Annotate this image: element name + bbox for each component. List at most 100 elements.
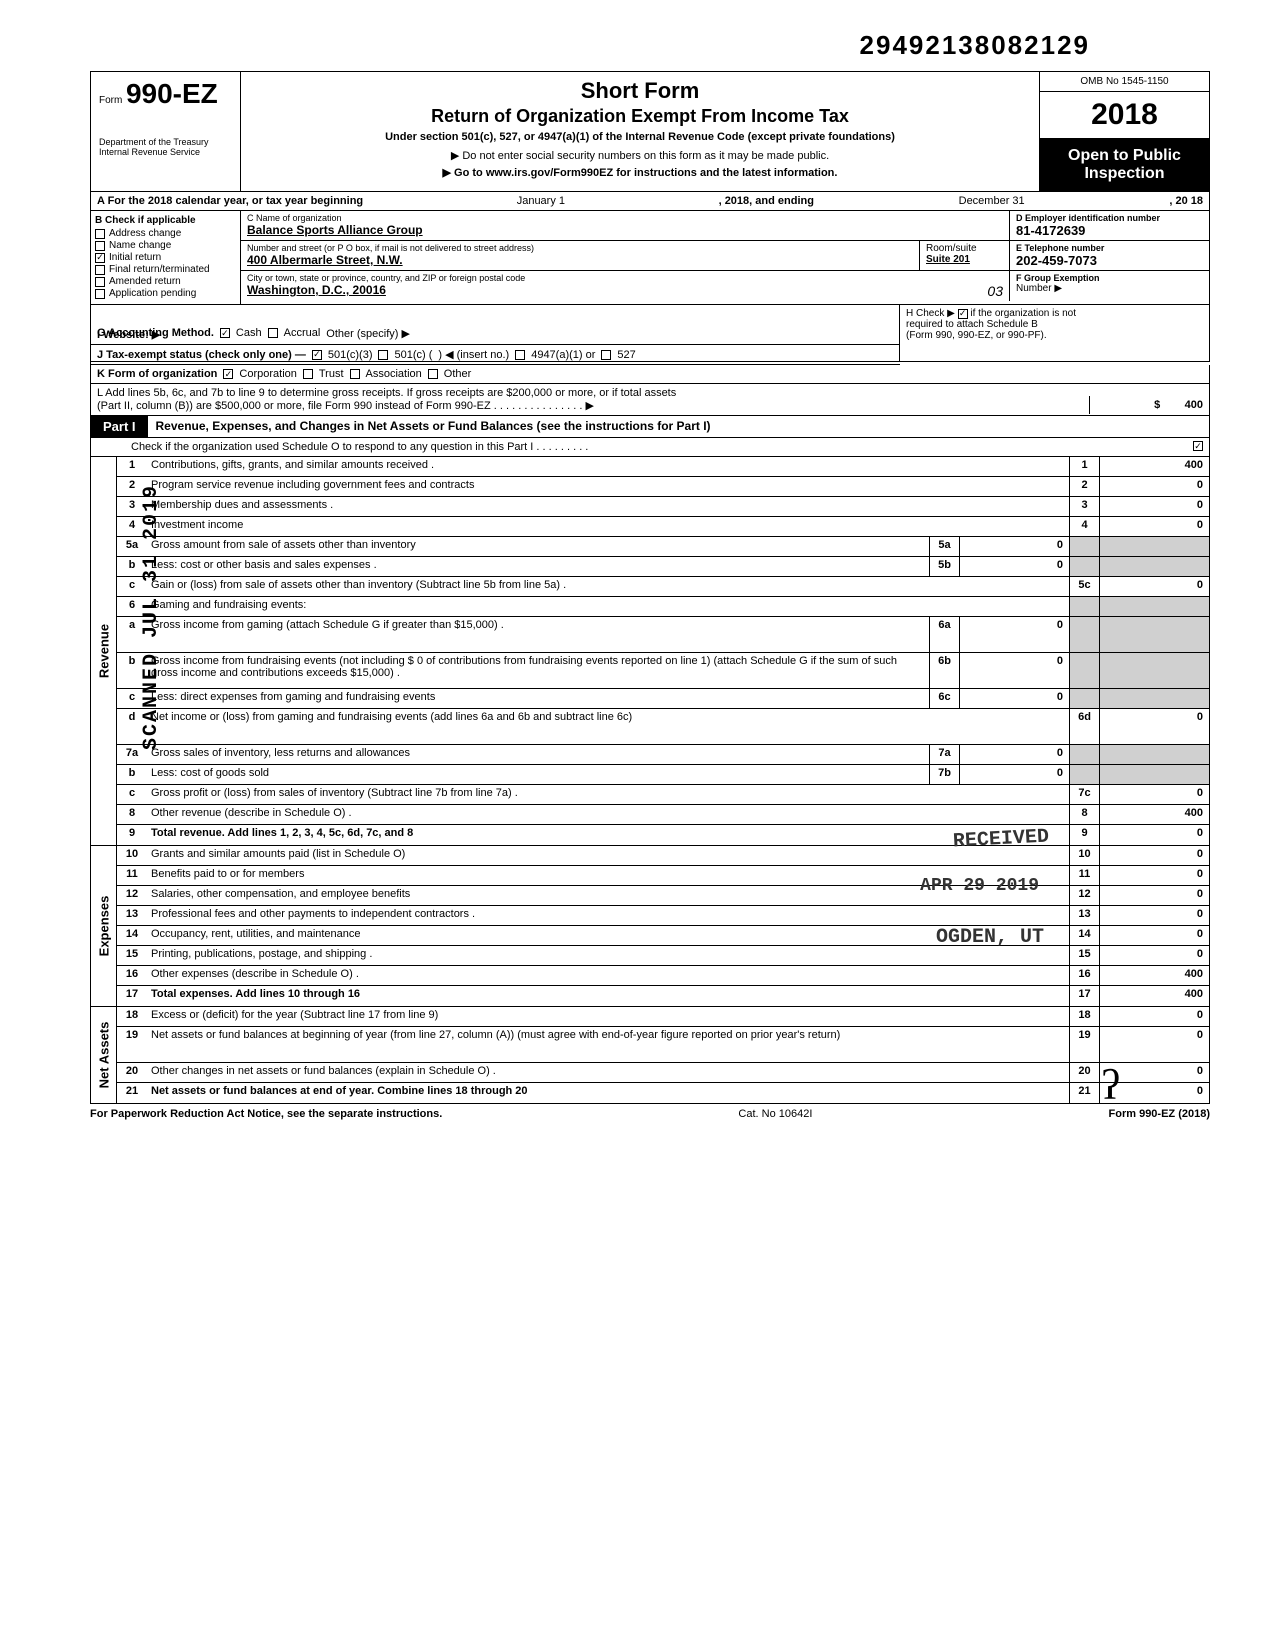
line-description: Occupancy, rent, utilities, and maintena… <box>147 926 1069 945</box>
line-mid-val: 0 <box>959 557 1069 576</box>
line-right-num <box>1069 537 1099 556</box>
row-j-tax-status: J Tax-exempt status (check only one) — ✓… <box>90 345 900 365</box>
col-b-checkbox[interactable]: ✓ <box>95 253 105 263</box>
footer-left: For Paperwork Reduction Act Notice, see … <box>90 1108 442 1120</box>
c-addr-value: 400 Albermarle Street, N.W. <box>247 253 913 267</box>
line-description: Gross income from gaming (attach Schedul… <box>147 617 929 652</box>
dept-treasury: Department of the Treasury Internal Reve… <box>99 138 232 158</box>
line-description: Excess or (deficit) for the year (Subtra… <box>147 1007 1069 1026</box>
k-corp-label: Corporation <box>239 368 296 380</box>
d-ein-label: D Employer identification number <box>1016 213 1203 223</box>
part-i-header: Part I Revenue, Expenses, and Changes in… <box>90 416 1210 438</box>
k-trust-checkbox[interactable] <box>303 369 313 379</box>
k-assoc-checkbox[interactable] <box>350 369 360 379</box>
form-line: 17Total expenses. Add lines 10 through 1… <box>117 986 1209 1006</box>
col-b-checkbox[interactable] <box>95 265 105 275</box>
row-a-prefix: A For the 2018 calendar year, or tax yea… <box>97 195 363 207</box>
line-mid-num: 5a <box>929 537 959 556</box>
line-right-num: 9 <box>1069 825 1099 845</box>
g-cash-label: Cash <box>236 327 262 339</box>
line-number: c <box>117 785 147 804</box>
line-number: 14 <box>117 926 147 945</box>
g-accrual-checkbox[interactable] <box>268 328 278 338</box>
header-sub1: Under section 501(c), 527, or 4947(a)(1)… <box>249 131 1031 143</box>
l-line1: L Add lines 5b, 6c, and 7b to line 9 to … <box>97 387 1203 399</box>
form-line: 2Program service revenue including gover… <box>117 477 1209 497</box>
part-i-schedule-o-checkbox[interactable]: ✓ <box>1193 441 1203 451</box>
header-sub2: ▶ Do not enter social security numbers o… <box>249 149 1031 162</box>
part-i-sub-text: Check if the organization used Schedule … <box>131 441 588 453</box>
g-accrual-label: Accrual <box>284 327 321 339</box>
line-right-num <box>1069 689 1099 708</box>
line-right-num: 14 <box>1069 926 1099 945</box>
j-501c-checkbox[interactable] <box>378 350 388 360</box>
handwritten-signature: ʔ <box>1101 1062 1120 1110</box>
dept-line2: Internal Revenue Service <box>99 148 232 158</box>
line-right-num <box>1069 597 1099 616</box>
line-right-num: 12 <box>1069 886 1099 905</box>
line-right-val: 0 <box>1099 709 1209 744</box>
line-number: 1 <box>117 457 147 476</box>
part-i-title: Revenue, Expenses, and Changes in Net As… <box>148 416 1209 437</box>
line-right-num: 2 <box>1069 477 1099 496</box>
form-line: 21Net assets or fund balances at end of … <box>117 1083 1209 1103</box>
line-description: Total expenses. Add lines 10 through 16 <box>147 986 1069 1006</box>
k-other-checkbox[interactable] <box>428 369 438 379</box>
line-right-val: 400 <box>1099 986 1209 1006</box>
col-b-label: Address change <box>109 228 181 239</box>
j-4947-checkbox[interactable] <box>515 350 525 360</box>
d-tel-value: 202-459-7073 <box>1016 253 1203 268</box>
line-right-val <box>1099 617 1209 652</box>
col-b-checkbox[interactable] <box>95 229 105 239</box>
open-to-public: Open to Public Inspection <box>1040 139 1209 191</box>
form-prefix: Form <box>99 95 122 106</box>
part-i-schedule-o: Check if the organization used Schedule … <box>90 438 1210 457</box>
line-number: 18 <box>117 1007 147 1026</box>
col-b-checkbox[interactable] <box>95 289 105 299</box>
col-b-checkbox[interactable] <box>95 241 105 251</box>
form-line: dNet income or (loss) from gaming and fu… <box>117 709 1209 745</box>
row-a-end: December 31 <box>814 195 1169 207</box>
g-cash-checkbox[interactable]: ✓ <box>220 328 230 338</box>
line-right-val: 0 <box>1099 1007 1209 1026</box>
j-501c3-checkbox[interactable]: ✓ <box>312 350 322 360</box>
form-line: 5aGross amount from sale of assets other… <box>117 537 1209 557</box>
col-b-label: Name change <box>109 240 171 251</box>
line-right-num <box>1069 765 1099 784</box>
l-line2: (Part II, column (B)) are $500,000 or mo… <box>97 400 594 412</box>
form-line: 16Other expenses (describe in Schedule O… <box>117 966 1209 986</box>
col-cd: C Name of organization Balance Sports Al… <box>241 211 1209 304</box>
line-description: Other expenses (describe in Schedule O) … <box>147 966 1069 985</box>
line-right-val: 0 <box>1099 477 1209 496</box>
line-right-num: 16 <box>1069 966 1099 985</box>
j-501c3-label: 501(c)(3) <box>328 349 373 361</box>
line-number: 9 <box>117 825 147 845</box>
page-footer: For Paperwork Reduction Act Notice, see … <box>90 1104 1210 1120</box>
row-k-form-org: K Form of organization ✓Corporation Trus… <box>90 365 1210 384</box>
line-right-num: 11 <box>1069 866 1099 885</box>
line-right-num <box>1069 745 1099 764</box>
d-group-exemption: F Group Exemption Number ▶ <box>1009 271 1209 301</box>
part-i-tab: Part I <box>91 416 148 437</box>
k-corp-checkbox[interactable]: ✓ <box>223 369 233 379</box>
form-line: 1Contributions, gifts, grants, and simil… <box>117 457 1209 477</box>
form-header: Form 990-EZ Department of the Treasury I… <box>90 71 1210 192</box>
expenses-section: Expenses 10Grants and similar amounts pa… <box>90 846 1210 1007</box>
form-line: 18Excess or (deficit) for the year (Subt… <box>117 1007 1209 1027</box>
line-description: Net assets or fund balances at end of ye… <box>147 1083 1069 1103</box>
line-description: Grants and similar amounts paid (list in… <box>147 846 1069 865</box>
j-527-checkbox[interactable] <box>601 350 611 360</box>
l-amount: 400 <box>1185 399 1203 411</box>
line-right-val: 0 <box>1099 866 1209 885</box>
line-description: Gain or (loss) from sale of assets other… <box>147 577 1069 596</box>
line-number: 8 <box>117 805 147 824</box>
revenue-section: Revenue 1Contributions, gifts, grants, a… <box>90 457 1210 846</box>
line-mid-val: 0 <box>959 537 1069 556</box>
open-line1: Open to Public <box>1044 147 1205 165</box>
col-b-checkbox[interactable] <box>95 277 105 287</box>
expenses-label: Expenses <box>96 896 111 957</box>
col-b-checkboxes: B Check if applicable Address changeName… <box>91 211 241 304</box>
h-checkbox[interactable]: ✓ <box>958 309 968 319</box>
line-right-num: 21 <box>1069 1083 1099 1103</box>
line-number: 13 <box>117 906 147 925</box>
